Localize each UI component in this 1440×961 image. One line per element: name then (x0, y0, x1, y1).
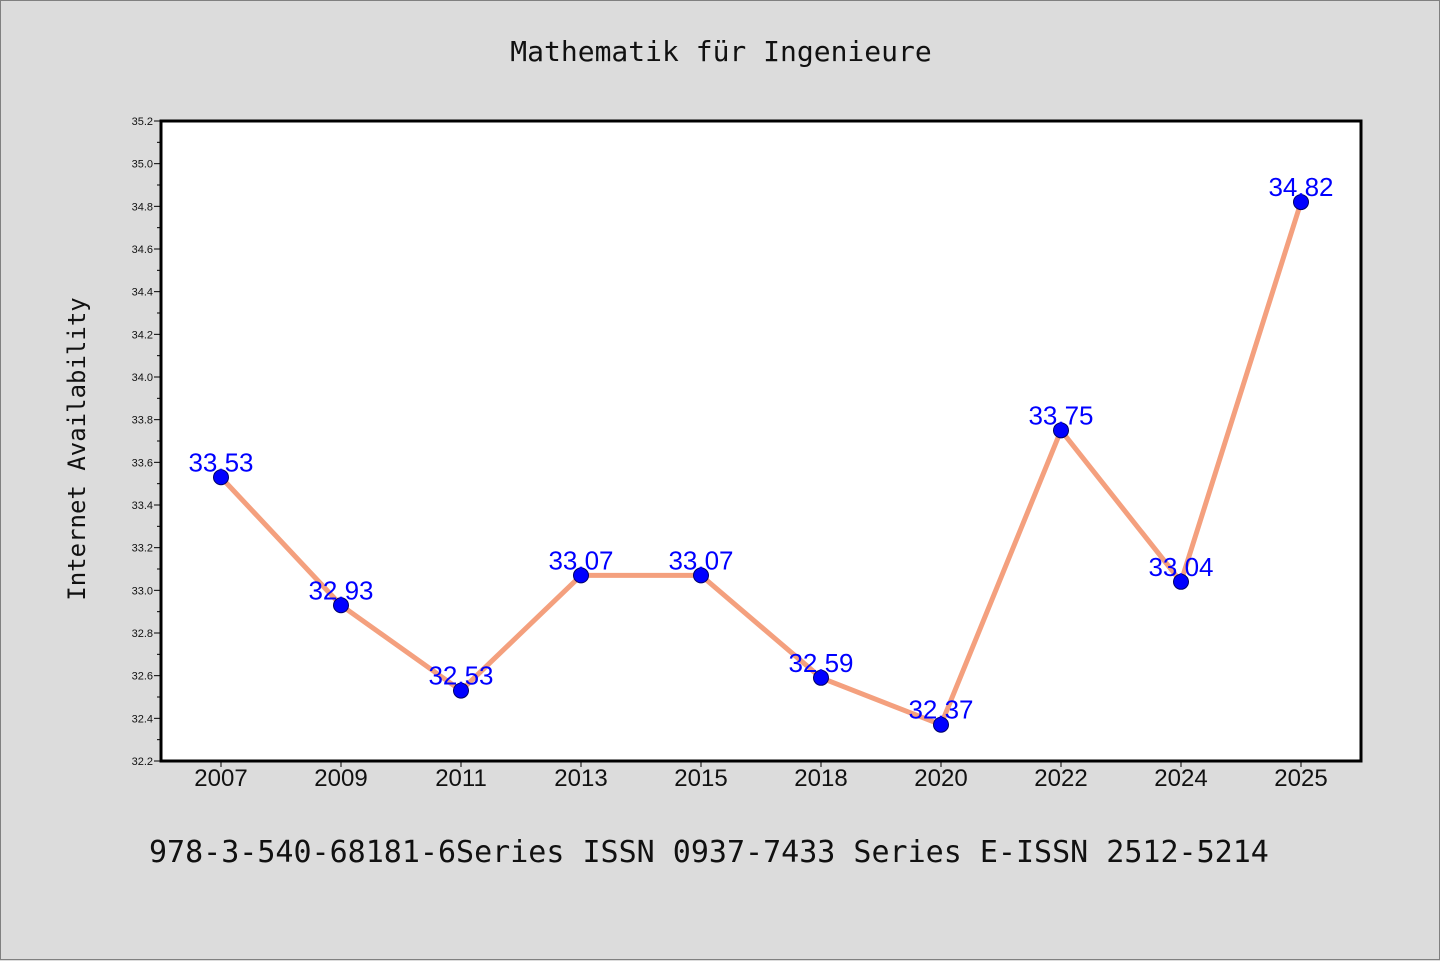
data-point (813, 669, 829, 686)
x-tick-label: 2018 (794, 765, 847, 792)
series-layer (213, 194, 1309, 733)
data-point (1173, 573, 1189, 590)
y-tick-label: 32.8 (132, 628, 153, 640)
y-tick-label: 34.0 (132, 372, 153, 384)
data-point (1293, 194, 1309, 211)
isbn-issn-text: 978-3-540-68181-6Series ISSN 0937-7433 S… (149, 835, 1269, 870)
data-point (453, 682, 469, 699)
x-tick-label: 2007 (194, 765, 247, 792)
y-tick-label: 35.0 (132, 159, 153, 171)
data-label-layer: 33.53 32.93 32.53 33.07 33.07 32.59 32.37 33.75… (188, 172, 1333, 725)
data-point (693, 567, 709, 584)
data-point (333, 597, 349, 614)
x-tick-label: 2015 (674, 765, 727, 792)
y-tick-label: 34.8 (132, 201, 153, 213)
y-tick-label: 33.6 (132, 457, 153, 469)
y-tick-label: 32.4 (132, 713, 153, 725)
y-axis: 32.2 32.4 32.6 32.8 33.0 33.2 33.4 33.6 33.8 34.0… (132, 116, 161, 768)
y-tick-label: 33.8 (132, 415, 153, 427)
x-tick-label: 2025 (1274, 765, 1327, 792)
data-point (573, 567, 589, 584)
x-axis: 2007 2009 2011 2013 2015 2018 2020 2022 2024 2025 (194, 761, 1328, 792)
y-tick-label: 33.4 (132, 500, 153, 512)
data-label: 34.82 (1268, 172, 1333, 202)
chart-title: Mathematik für Ingenieure (510, 35, 932, 68)
data-point (933, 716, 949, 733)
data-label: 33.53 (188, 447, 253, 477)
data-point (213, 469, 229, 486)
y-tick-label: 33.2 (132, 543, 153, 555)
series-line (218, 199, 1304, 728)
data-label: 33.75 (1028, 400, 1093, 430)
y-tick-label: 34.2 (132, 329, 153, 341)
x-tick-label: 2024 (1154, 765, 1207, 792)
y-tick-label: 34.6 (132, 244, 153, 256)
x-tick-label: 2022 (1034, 765, 1087, 792)
data-label: 32.53 (428, 661, 493, 691)
data-label: 32.59 (788, 648, 853, 678)
y-tick-label: 33.0 (132, 585, 153, 597)
data-label: 32.37 (908, 695, 973, 725)
x-tick-label: 2013 (554, 765, 607, 792)
data-point (1053, 422, 1069, 439)
data-label: 32.93 (308, 575, 373, 605)
x-tick-label: 2011 (435, 765, 487, 792)
data-label: 33.07 (668, 545, 733, 575)
data-label: 33.07 (548, 545, 613, 575)
plot-area (159, 119, 1363, 763)
y-tick-label: 35.2 (132, 116, 153, 128)
x-tick-label: 2009 (314, 765, 367, 792)
y-tick-label: 34.4 (132, 287, 153, 299)
x-tick-label: 2020 (914, 765, 967, 792)
data-label: 33.04 (1148, 552, 1213, 582)
y-tick-label: 32.2 (132, 756, 153, 768)
y-tick-label: 32.6 (132, 671, 153, 683)
